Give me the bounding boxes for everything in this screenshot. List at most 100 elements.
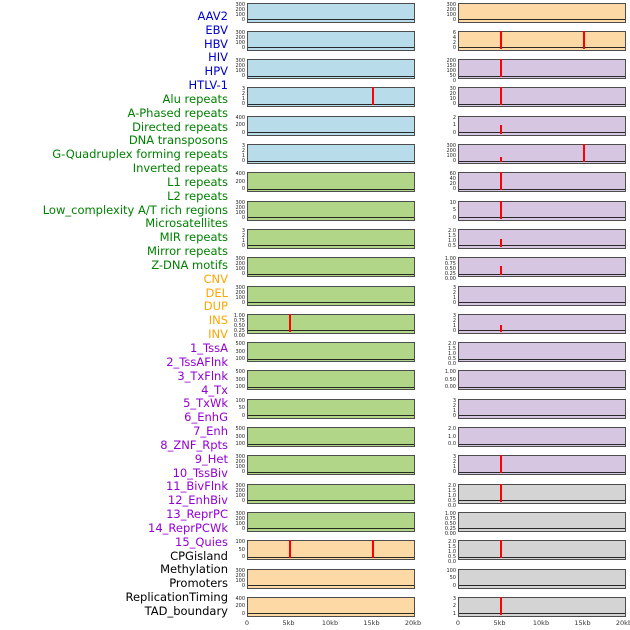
y-tick-label: 0.75 — [444, 261, 456, 268]
y-tick-label: 40 — [449, 176, 456, 183]
signal-spike — [499, 540, 502, 559]
y-tick-label: 0.00 — [444, 530, 456, 537]
y-axis-ticks: 300 200 100 0 — [227, 29, 245, 51]
y-tick-label: 3 — [452, 284, 456, 291]
signal-baseline — [248, 273, 414, 275]
signal-baseline — [248, 500, 414, 502]
y-axis-ticks: 100 50 0 — [227, 540, 245, 560]
y-tick-label: 1.0 — [448, 492, 456, 499]
y-tick-label: 200 — [235, 6, 245, 13]
y-tick-label: 0 — [241, 554, 245, 561]
track-label: L2 repeats — [167, 188, 228, 203]
y-tick-label: 200 — [235, 289, 245, 296]
y-axis-ticks: 100 50 0 — [227, 398, 245, 419]
y-axis-ticks: 300 200 100 0 — [227, 285, 245, 306]
y-tick-label: 300 — [446, 1, 456, 8]
signal-spike — [371, 540, 374, 559]
y-tick-label: 5 — [452, 207, 456, 214]
y-axis-ticks: 300 200 100 0 — [438, 1, 456, 23]
signal-spike — [499, 30, 502, 49]
y-tick-label: 3 — [452, 454, 456, 461]
track-panel — [247, 342, 415, 363]
y-tick-label: 0 — [452, 186, 456, 193]
y-tick-label: 1.5 — [448, 487, 456, 494]
track-panel — [458, 172, 626, 193]
signal-baseline — [459, 471, 625, 473]
y-tick-label: 400 — [235, 595, 245, 602]
signal-baseline — [248, 443, 414, 445]
y-tick-label: 0 — [452, 299, 456, 306]
y-tick-label: 300 — [235, 199, 245, 206]
y-tick-label: 50 — [238, 546, 245, 553]
y-axis-ticks: 300 200 100 0 — [227, 2, 245, 23]
y-tick-label: 0 — [241, 158, 245, 164]
y-axis-ticks: 500 300 100 — [227, 427, 245, 447]
y-tick-label: 0.0 — [448, 361, 456, 368]
track-label: INS — [208, 313, 228, 328]
track-label: 10_TssBiv — [172, 465, 228, 480]
y-tick-label: 50 — [449, 73, 456, 80]
y-tick-label: 1.00 — [444, 369, 456, 376]
y-tick-label: 3 — [452, 595, 456, 602]
signal-baseline — [248, 358, 414, 360]
track-panel — [247, 540, 415, 561]
y-tick-label: 0.25 — [444, 271, 456, 278]
y-tick-label: 0 — [241, 610, 245, 617]
y-tick-label: 0 — [241, 129, 245, 136]
y-tick-label: 1.00 — [233, 312, 245, 319]
y-tick-label: 20 — [449, 91, 456, 98]
track-label: CNV — [203, 271, 229, 286]
y-tick-label: 200 — [235, 572, 245, 579]
y-tick-label: 1.0 — [448, 433, 456, 440]
signal-baseline — [459, 47, 625, 49]
y-axis-ticks: 1.00 0.50 0.00 — [438, 370, 456, 390]
track-label: Directed repeats — [132, 119, 228, 134]
signal-baseline — [459, 273, 625, 275]
y-tick-label: 1 — [452, 294, 456, 301]
track-panel — [247, 87, 415, 108]
signal-baseline — [459, 19, 625, 20]
track-panel — [458, 144, 626, 164]
y-axis-ticks: 400 200 0 — [227, 172, 245, 192]
y-axis-ticks: 2.0 1.5 1.0 0.5 — [438, 228, 456, 249]
track-label: Microsatellites — [145, 216, 228, 231]
y-tick-label: 1 — [452, 464, 456, 471]
signal-spike — [499, 87, 502, 106]
track-label: 8_ZNF_Rpts — [160, 437, 228, 452]
y-tick-label: 300 — [235, 58, 245, 65]
signal-baseline — [248, 330, 414, 332]
y-axis-ticks: 200 150 100 50 0 — [438, 58, 456, 84]
y-tick-label: 100 — [235, 266, 245, 273]
y-tick-label: 200 — [235, 487, 245, 494]
track-panel — [458, 342, 626, 363]
y-tick-label: 2.0 — [448, 539, 456, 546]
y-tick-label: 200 — [235, 122, 245, 129]
y-tick-label: 1 — [452, 407, 456, 414]
y-tick-label: 0 — [452, 101, 456, 108]
x-axis-tick-label: 20kb — [615, 619, 630, 627]
y-tick-label: 3 — [241, 227, 245, 234]
track-panel — [247, 596, 415, 617]
track-label: DNA transposons — [128, 133, 228, 148]
signal-baseline — [248, 528, 414, 530]
track-panel — [247, 115, 415, 136]
y-tick-label: 300 — [235, 29, 245, 36]
y-tick-label: 20 — [449, 181, 456, 188]
y-tick-label: 200 — [446, 58, 456, 65]
track-panel — [458, 285, 626, 306]
signal-baseline — [248, 188, 414, 190]
y-tick-label: 0 — [452, 44, 456, 51]
signal-spike — [582, 144, 585, 162]
signal-baseline — [459, 500, 625, 502]
y-tick-label: 10 — [449, 199, 456, 206]
y-tick-label: 300 — [235, 567, 245, 574]
y-tick-label: 200 — [446, 148, 456, 154]
track-label: 3_TxFlnk — [177, 368, 228, 383]
